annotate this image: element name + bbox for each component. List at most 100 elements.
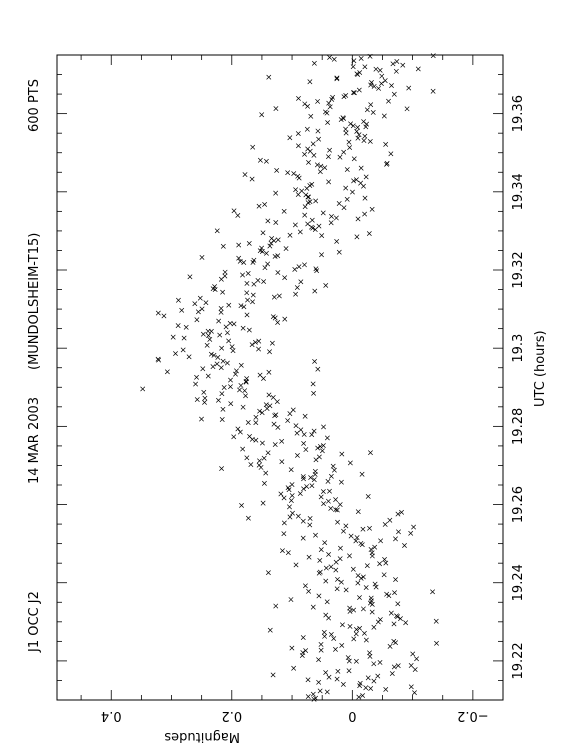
data-point	[389, 671, 395, 677]
data-point	[250, 299, 255, 305]
data-points	[140, 53, 439, 702]
data-point	[194, 374, 199, 380]
data-point	[319, 252, 324, 258]
data-point	[293, 423, 299, 429]
data-point	[387, 643, 393, 649]
data-point	[391, 91, 397, 97]
data-point	[291, 665, 297, 671]
data-point	[307, 522, 313, 528]
data-point	[328, 220, 334, 226]
data-point	[263, 402, 269, 408]
x-tick-label: 19.32	[511, 251, 526, 288]
data-point	[220, 289, 226, 295]
data-point	[241, 304, 247, 310]
data-point	[288, 498, 294, 503]
data-point	[355, 573, 361, 579]
data-point	[386, 593, 392, 599]
data-point	[281, 520, 287, 526]
data-point	[325, 498, 331, 504]
data-point	[333, 559, 339, 565]
data-point	[383, 560, 389, 566]
data-point	[383, 686, 389, 692]
data-point	[362, 211, 368, 217]
x-tick-label: 19.24	[511, 564, 526, 601]
data-point	[278, 491, 284, 497]
data-point	[327, 104, 333, 110]
data-point	[351, 607, 357, 613]
data-point	[323, 612, 329, 618]
data-point	[296, 95, 301, 101]
data-point	[323, 283, 329, 288]
data-point	[355, 580, 361, 586]
data-point	[257, 458, 262, 464]
data-point	[234, 368, 239, 374]
data-point	[379, 81, 384, 87]
data-point	[310, 141, 316, 147]
data-point	[259, 410, 265, 416]
data-point	[222, 269, 228, 275]
data-point	[208, 351, 214, 357]
data-point	[216, 318, 222, 324]
data-point	[240, 446, 246, 452]
data-point	[356, 132, 362, 138]
data-point	[274, 168, 280, 173]
data-point	[310, 381, 316, 387]
data-point	[360, 606, 366, 612]
data-point	[241, 260, 247, 265]
data-point	[179, 307, 185, 313]
data-point	[230, 348, 236, 354]
data-point	[382, 522, 388, 527]
data-point	[315, 128, 321, 134]
data-point	[347, 460, 353, 466]
data-point	[345, 655, 351, 660]
data-point	[362, 133, 368, 139]
data-point	[303, 447, 309, 453]
data-point	[395, 601, 401, 607]
data-point	[207, 337, 213, 342]
data-point	[393, 68, 399, 74]
data-point	[318, 494, 324, 500]
data-point	[335, 576, 340, 582]
data-point	[283, 246, 289, 252]
data-point	[369, 206, 375, 212]
data-point	[316, 454, 322, 460]
data-point	[359, 471, 365, 477]
data-point	[315, 366, 321, 372]
data-point	[203, 300, 209, 306]
data-point	[377, 660, 383, 665]
data-point	[337, 545, 343, 551]
data-point	[262, 202, 268, 207]
data-point	[267, 627, 273, 633]
data-point	[175, 297, 181, 303]
data-point	[285, 485, 291, 491]
data-point	[354, 71, 360, 77]
data-point	[335, 519, 340, 525]
data-point	[356, 87, 362, 93]
data-point	[192, 301, 198, 307]
data-point	[299, 188, 305, 194]
data-point	[245, 297, 250, 303]
data-point	[326, 100, 332, 106]
data-point	[343, 523, 349, 529]
data-point	[251, 257, 257, 263]
data-point	[322, 540, 328, 546]
data-point	[265, 570, 271, 576]
data-point	[224, 330, 230, 336]
data-point	[388, 151, 394, 157]
data-point	[310, 604, 316, 610]
data-point	[246, 327, 252, 333]
data-point	[304, 126, 310, 132]
data-point	[239, 503, 244, 508]
data-point	[218, 365, 224, 371]
data-point	[371, 624, 377, 630]
data-point	[255, 277, 261, 283]
data-point	[276, 293, 282, 299]
data-point	[319, 448, 325, 454]
data-point	[199, 306, 205, 312]
data-point	[350, 123, 356, 129]
data-point	[361, 119, 367, 125]
data-point	[392, 590, 397, 596]
data-point	[321, 501, 327, 507]
data-point	[317, 443, 323, 449]
data-point	[307, 79, 313, 85]
